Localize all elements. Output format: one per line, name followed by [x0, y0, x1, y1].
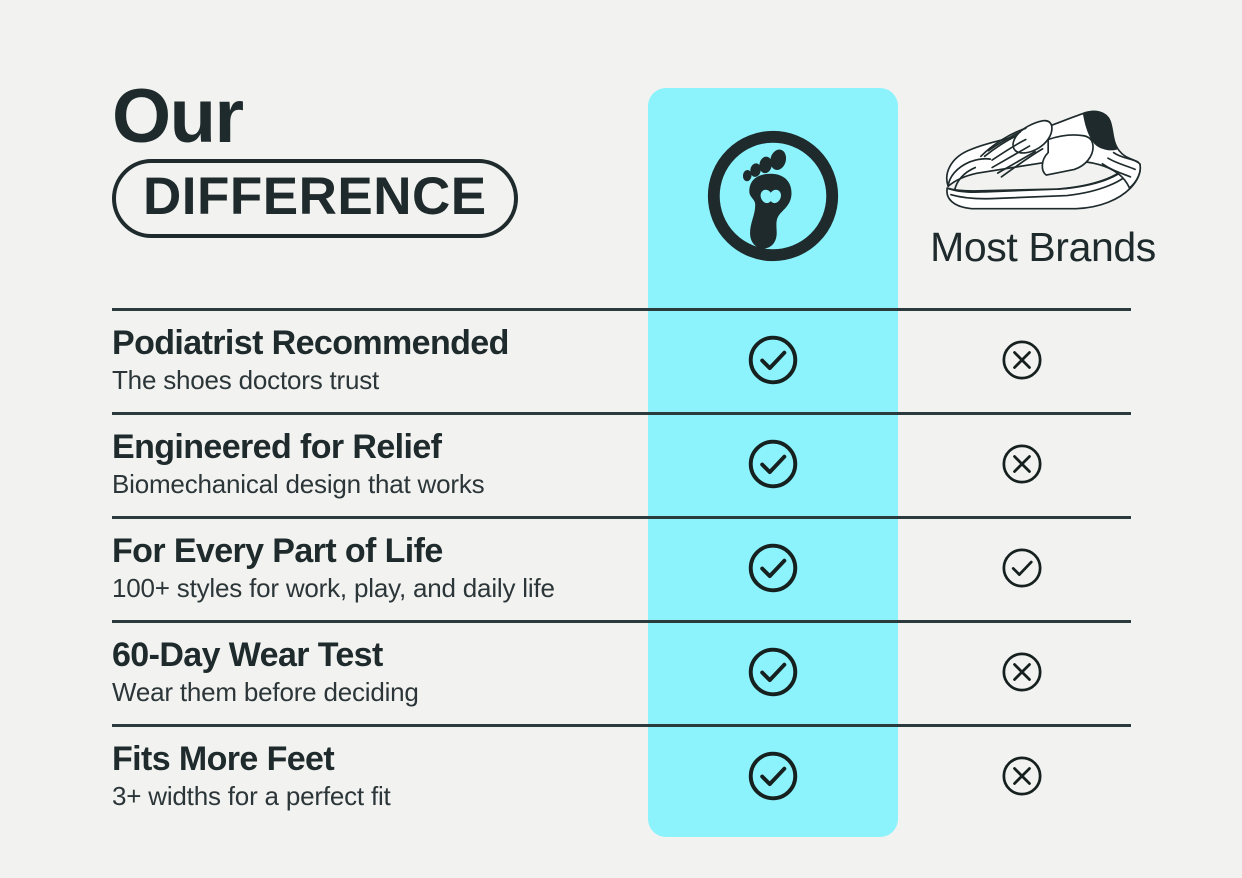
table-row: Podiatrist Recommended The shoes doctors … — [0, 308, 1242, 412]
check-circle-icon — [746, 645, 800, 699]
row-divider — [112, 620, 1131, 623]
feature-cell: Engineered for Relief Biomechanical desig… — [112, 412, 642, 516]
table-row: 60-Day Wear Test Wear them before decidin… — [0, 620, 1242, 724]
feature-subtitle: Biomechanical design that works — [112, 468, 485, 499]
row-divider — [112, 724, 1131, 727]
footprint-heart-circle-icon — [699, 122, 847, 275]
cell-ours — [648, 412, 898, 516]
cell-ours — [648, 516, 898, 620]
x-circle-icon — [1000, 650, 1044, 694]
feature-title: Podiatrist Recommended — [112, 323, 509, 362]
feature-cell: 60-Day Wear Test Wear them before decidin… — [112, 620, 642, 724]
feature-title: Engineered for Relief — [112, 427, 442, 466]
check-circle-icon — [1000, 546, 1044, 590]
feature-subtitle: The shoes doctors trust — [112, 364, 380, 395]
page-title-pill-label: DIFFERENCE — [143, 166, 487, 226]
row-divider — [112, 308, 1131, 311]
page-title-pill: DIFFERENCE — [112, 158, 518, 238]
feature-cell: Fits More Feet 3+ widths for a perfect fi… — [112, 724, 642, 828]
cell-theirs — [898, 516, 1146, 620]
page-title-word: Our — [112, 74, 244, 159]
x-circle-icon — [1000, 442, 1044, 486]
page-title: Our DIFFERENCE — [112, 74, 542, 238]
feature-title: Fits More Feet — [112, 739, 335, 778]
column-header-theirs-label: Most Brands — [930, 224, 1156, 270]
table-row: Engineered for Relief Biomechanical desig… — [0, 412, 1242, 516]
row-divider — [112, 516, 1131, 519]
feature-title: 60-Day Wear Test — [112, 635, 383, 674]
sneaker-illustration — [936, 102, 1151, 220]
cell-theirs — [898, 620, 1146, 724]
feature-subtitle: 100+ styles for work, play, and daily li… — [112, 572, 555, 603]
row-divider — [112, 412, 1131, 415]
feature-title: For Every Part of Life — [112, 531, 443, 570]
cell-ours — [648, 620, 898, 724]
feature-cell: Podiatrist Recommended The shoes doctors … — [112, 308, 642, 412]
comparison-table: Podiatrist Recommended The shoes doctors … — [0, 308, 1242, 828]
comparison-header: Our DIFFERENCE — [0, 0, 1242, 308]
cell-ours — [648, 724, 898, 828]
x-circle-icon — [1000, 754, 1044, 798]
column-header-ours — [648, 88, 898, 308]
cell-theirs — [898, 724, 1146, 828]
check-circle-icon — [746, 541, 800, 595]
column-header-theirs: Most Brands — [898, 88, 1188, 308]
x-circle-icon — [1000, 338, 1044, 382]
table-row: For Every Part of Life 100+ styles for wo… — [0, 516, 1242, 620]
check-circle-icon — [746, 333, 800, 387]
cell-ours — [648, 308, 898, 412]
feature-subtitle: Wear them before deciding — [112, 676, 419, 707]
feature-cell: For Every Part of Life 100+ styles for wo… — [112, 516, 642, 620]
table-row: Fits More Feet 3+ widths for a perfect fi… — [0, 724, 1242, 828]
cell-theirs — [898, 308, 1146, 412]
feature-subtitle: 3+ widths for a perfect fit — [112, 780, 391, 811]
check-circle-icon — [746, 437, 800, 491]
check-circle-icon — [746, 749, 800, 803]
cell-theirs — [898, 412, 1146, 516]
